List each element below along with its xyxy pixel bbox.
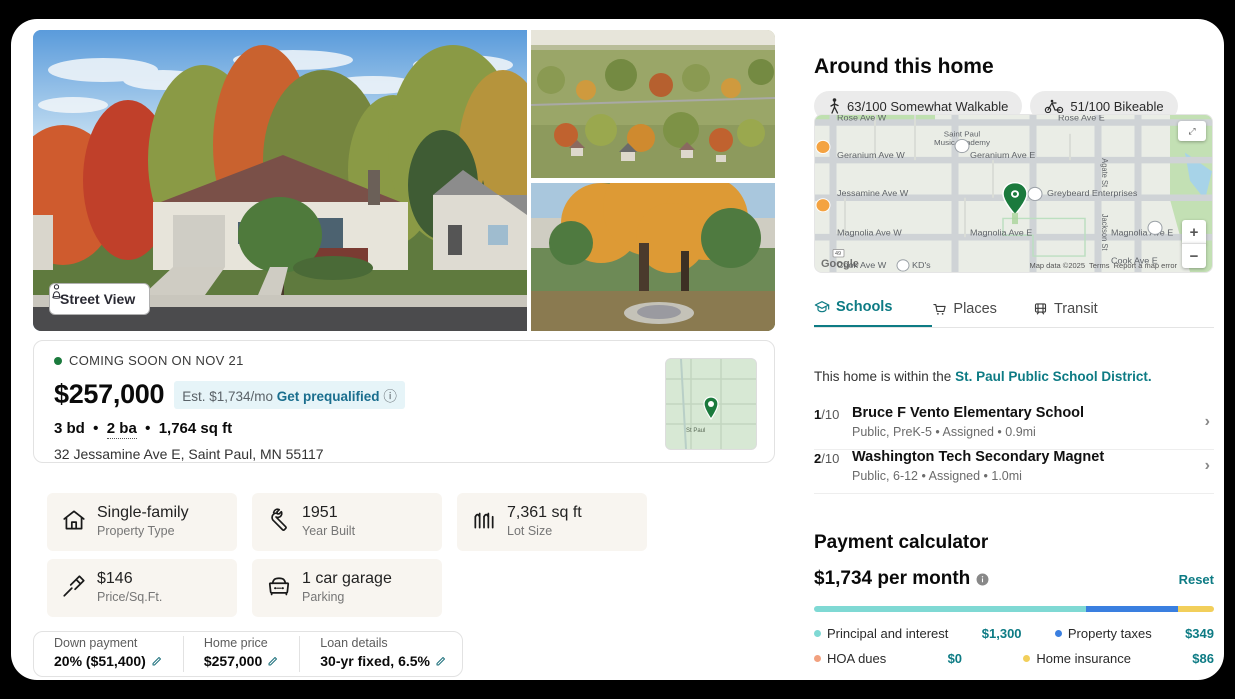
svg-text:Saint Paul: Saint Paul xyxy=(944,130,981,139)
svg-text:Magnolia Ave W: Magnolia Ave W xyxy=(837,228,903,238)
svg-text:Geranium Ave E: Geranium Ave E xyxy=(970,150,1035,160)
svg-text:Jackson St: Jackson St xyxy=(1100,214,1109,252)
svg-text:Jessamine Ave W: Jessamine Ave W xyxy=(837,188,909,198)
svg-text:Geranium Ave W: Geranium Ave W xyxy=(837,150,906,160)
svg-text:Rose Ave W: Rose Ave W xyxy=(837,115,887,123)
svg-text:Magnolia Ave E: Magnolia Ave E xyxy=(1111,228,1173,238)
svg-text:49: 49 xyxy=(835,251,841,257)
svg-text:Rose Ave E: Rose Ave E xyxy=(1058,115,1105,123)
svg-text:KD's: KD's xyxy=(912,260,931,270)
svg-text:St Paul: St Paul xyxy=(686,428,705,434)
svg-text:Greybeard Enterprises: Greybeard Enterprises xyxy=(1047,188,1138,198)
svg-text:Magnolia Ave E: Magnolia Ave E xyxy=(970,228,1032,238)
svg-text:Agate St: Agate St xyxy=(1100,158,1109,188)
